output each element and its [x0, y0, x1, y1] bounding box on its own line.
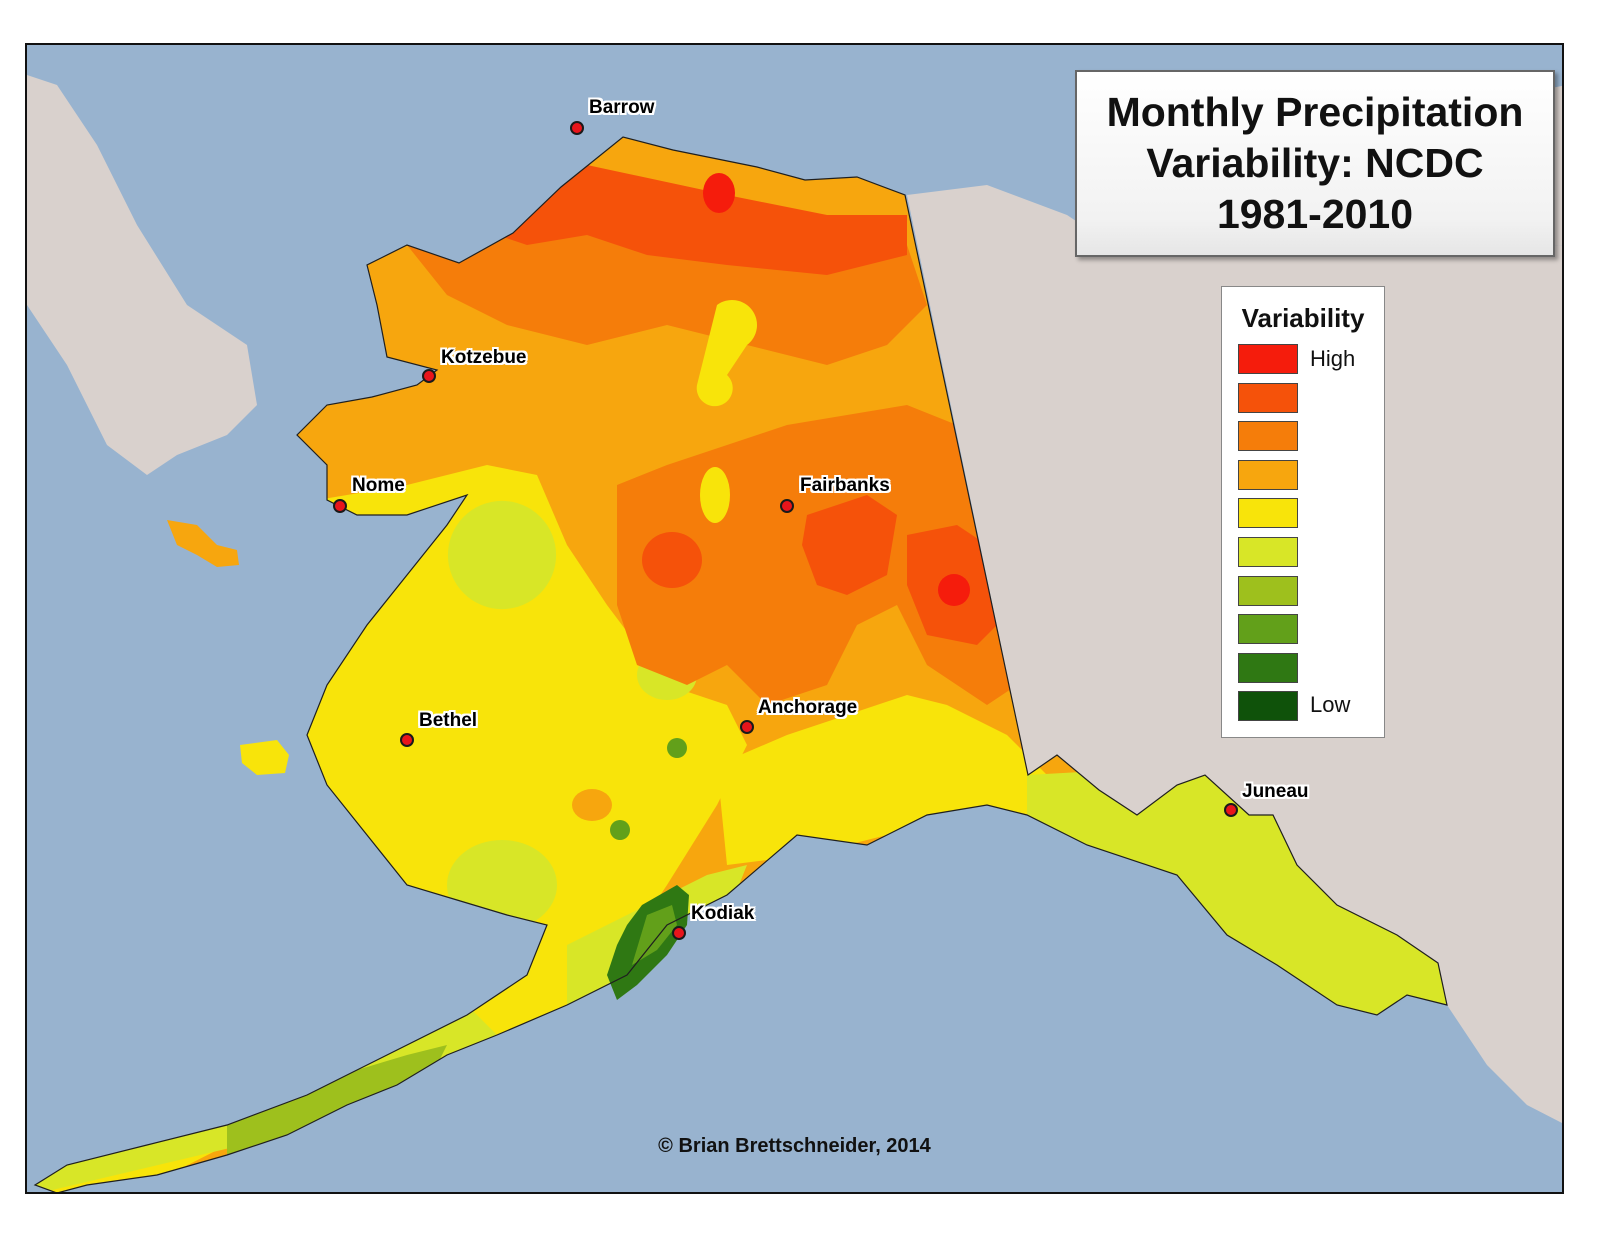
map-title-box: Monthly Precipitation Variability: NCDC …	[1075, 70, 1555, 257]
st-lawrence-island	[167, 520, 239, 567]
city-marker-bethel[interactable]	[400, 733, 414, 747]
city-label-fairbanks: Fairbanks	[800, 475, 890, 496]
city-label-kotzebue: Kotzebue	[441, 347, 527, 368]
city-marker-fairbanks[interactable]	[780, 499, 794, 513]
legend-swatch-5	[1238, 498, 1298, 529]
legend-swatch-8	[1238, 614, 1298, 645]
kodiak-island-shade	[632, 905, 677, 965]
city-marker-kotzebue[interactable]	[422, 369, 436, 383]
city-label-juneau: Juneau	[1242, 781, 1309, 802]
legend-swatch-10	[1238, 691, 1298, 722]
map-title-line-3: 1981-2010	[1216, 191, 1414, 237]
nunivak-island	[240, 740, 289, 775]
legend-swatch-3	[1238, 421, 1298, 452]
city-marker-juneau[interactable]	[1224, 803, 1238, 817]
legend-swatch-4	[1238, 459, 1298, 490]
city-marker-nome[interactable]	[333, 499, 347, 513]
city-label-bethel: Bethel	[419, 710, 478, 731]
map-title-line-2: Variability: NCDC	[1146, 140, 1484, 186]
legend-swatch-6	[1238, 537, 1298, 567]
russia-land	[27, 75, 257, 475]
city-label-barrow: Barrow	[589, 97, 655, 118]
legend-high-label: High	[1310, 346, 1356, 371]
legend-swatch-2	[1238, 382, 1298, 413]
city-marker-kodiak[interactable]	[672, 926, 686, 940]
map-title-line-1: Monthly Precipitation	[1106, 89, 1524, 135]
legend-swatch-7	[1238, 575, 1298, 606]
legend-low-label: Low	[1310, 692, 1351, 717]
city-label-anchorage: Anchorage	[758, 697, 858, 718]
city-label-nome: Nome	[352, 475, 405, 496]
alaska-outline	[33, 136, 1448, 1192]
city-label-kodiak: Kodiak	[691, 903, 755, 924]
legend-swatch-9	[1238, 652, 1298, 683]
legend-swatch-1	[1238, 344, 1298, 374]
city-marker-barrow[interactable]	[570, 121, 584, 135]
legend-title: Variability	[1241, 303, 1365, 333]
copyright-credit: © Brian Brettschneider, 2014	[658, 1135, 931, 1157]
map-frame: Barrow Kotzebue Nome Fairbanks Bethel An…	[25, 43, 1564, 1194]
city-marker-anchorage[interactable]	[740, 720, 754, 734]
legend: Variability High Low	[1221, 286, 1385, 738]
